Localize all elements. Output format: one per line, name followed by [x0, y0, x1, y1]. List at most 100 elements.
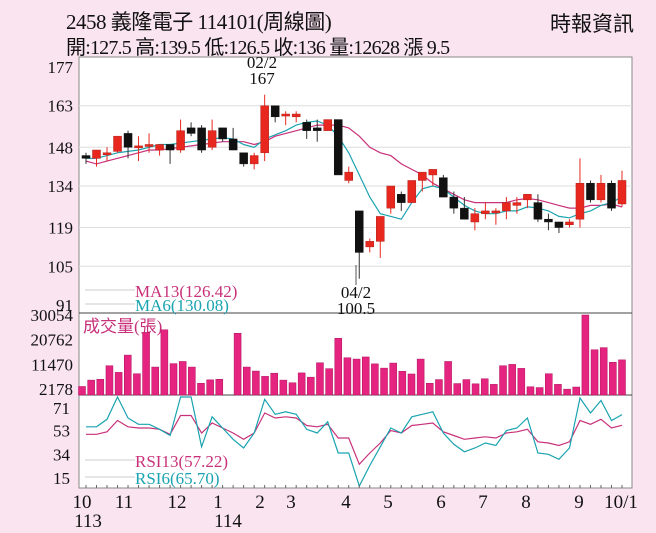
volume-bar: [87, 379, 95, 396]
candle: [523, 194, 532, 201]
volume-bar: [215, 379, 224, 396]
brand-label: 時報資訊: [550, 12, 634, 36]
candle: [281, 113, 290, 117]
candle: [123, 133, 133, 148]
volume-bar: [142, 332, 150, 396]
volume-bar: [160, 329, 169, 396]
volume-bar: [407, 373, 416, 396]
rsi13-legend: RSI13(57.22): [135, 452, 228, 471]
volume-bar: [270, 372, 278, 396]
volume-bar: [517, 368, 526, 396]
volume-bar: [252, 370, 260, 396]
volume-bar: [325, 368, 333, 396]
candle: [134, 145, 143, 149]
volume-bar: [124, 354, 132, 396]
ma13-legend: MA13(126.42): [135, 282, 237, 301]
price-tick-label: 177: [48, 58, 74, 77]
month-label: 6: [436, 492, 446, 513]
volume-bar: [453, 383, 462, 396]
volume-tick-label: 11470: [31, 355, 73, 374]
candle: [333, 119, 343, 176]
month-label: 8: [521, 492, 531, 513]
price-tick-label: 91: [56, 296, 73, 315]
candle: [92, 149, 101, 159]
volume-bar: [581, 314, 590, 396]
year-label: 113: [74, 511, 102, 532]
candle: [186, 127, 196, 134]
volume-tick-label: 30054: [31, 306, 74, 325]
month-label: 3: [286, 492, 296, 513]
candle: [144, 144, 154, 147]
candle: [239, 152, 248, 165]
volume-bar: [316, 362, 324, 396]
candle: [207, 130, 217, 148]
candle: [302, 122, 311, 131]
month-label: 9: [574, 492, 584, 513]
price-tick-label: 163: [48, 97, 74, 116]
volume-bar: [435, 379, 443, 396]
month-label: 7: [478, 492, 488, 513]
candle: [365, 241, 375, 248]
candle: [165, 144, 175, 151]
volume-bar: [471, 383, 480, 396]
volume-bar: [526, 386, 535, 396]
volume-bar: [178, 361, 187, 396]
volume-bar: [416, 358, 425, 396]
candle: [418, 171, 427, 181]
month-label: 12: [168, 492, 187, 513]
volume-bar: [188, 366, 196, 396]
volume-tick-label: 2178: [39, 380, 73, 399]
chart-title: 2458 義隆電子 114101(周線圖): [66, 10, 332, 34]
volume-bar: [609, 362, 617, 396]
candle: [312, 127, 322, 131]
volume-bar: [279, 379, 288, 396]
volume-bar: [197, 383, 205, 396]
rsi6-legend: RSI6(65.70): [135, 469, 220, 488]
volume-bar: [242, 366, 251, 396]
candle: [260, 105, 269, 154]
candle: [554, 221, 564, 228]
volume-bar: [114, 372, 123, 396]
volume-bar: [444, 361, 452, 396]
candle: [533, 202, 543, 220]
volume-bar: [535, 387, 544, 396]
candle: [323, 119, 332, 131]
high-annotation-date: 02/2: [247, 53, 277, 72]
candle: [491, 210, 501, 214]
candle: [428, 169, 438, 176]
volume-bar: [297, 372, 306, 396]
volume-bar: [352, 358, 361, 396]
volume-bar: [233, 332, 242, 396]
volume-tick-label: 20762: [31, 331, 74, 350]
month-label: 1: [213, 492, 223, 513]
volume-bar: [563, 388, 571, 396]
volume-bar: [499, 365, 507, 396]
volume-bar: [554, 384, 562, 396]
rsi-tick-label: 15: [53, 469, 70, 488]
candle: [512, 202, 522, 206]
volume-bar: [490, 384, 498, 396]
candle: [197, 127, 206, 151]
volume-bar: [398, 371, 407, 396]
rsi-tick-label: 53: [53, 422, 70, 441]
rsi-tick-label: 71: [53, 399, 70, 418]
candle: [575, 182, 585, 220]
volume-bar: [334, 338, 343, 396]
month-label: 10/1: [604, 492, 638, 513]
candle: [176, 130, 185, 151]
price-tick-label: 148: [48, 138, 74, 157]
volume-bar: [133, 373, 141, 396]
candle: [449, 196, 459, 209]
candle: [407, 180, 417, 203]
volume-bar: [572, 386, 580, 396]
candle: [439, 177, 448, 198]
candle: [544, 218, 553, 223]
volume-bar: [480, 378, 489, 396]
volume-bar: [618, 359, 626, 396]
candle: [113, 135, 122, 152]
volume-bar: [96, 379, 105, 396]
volume-bar: [261, 376, 269, 396]
volume-bar: [426, 383, 434, 396]
candle: [249, 155, 259, 165]
candle: [81, 155, 91, 159]
